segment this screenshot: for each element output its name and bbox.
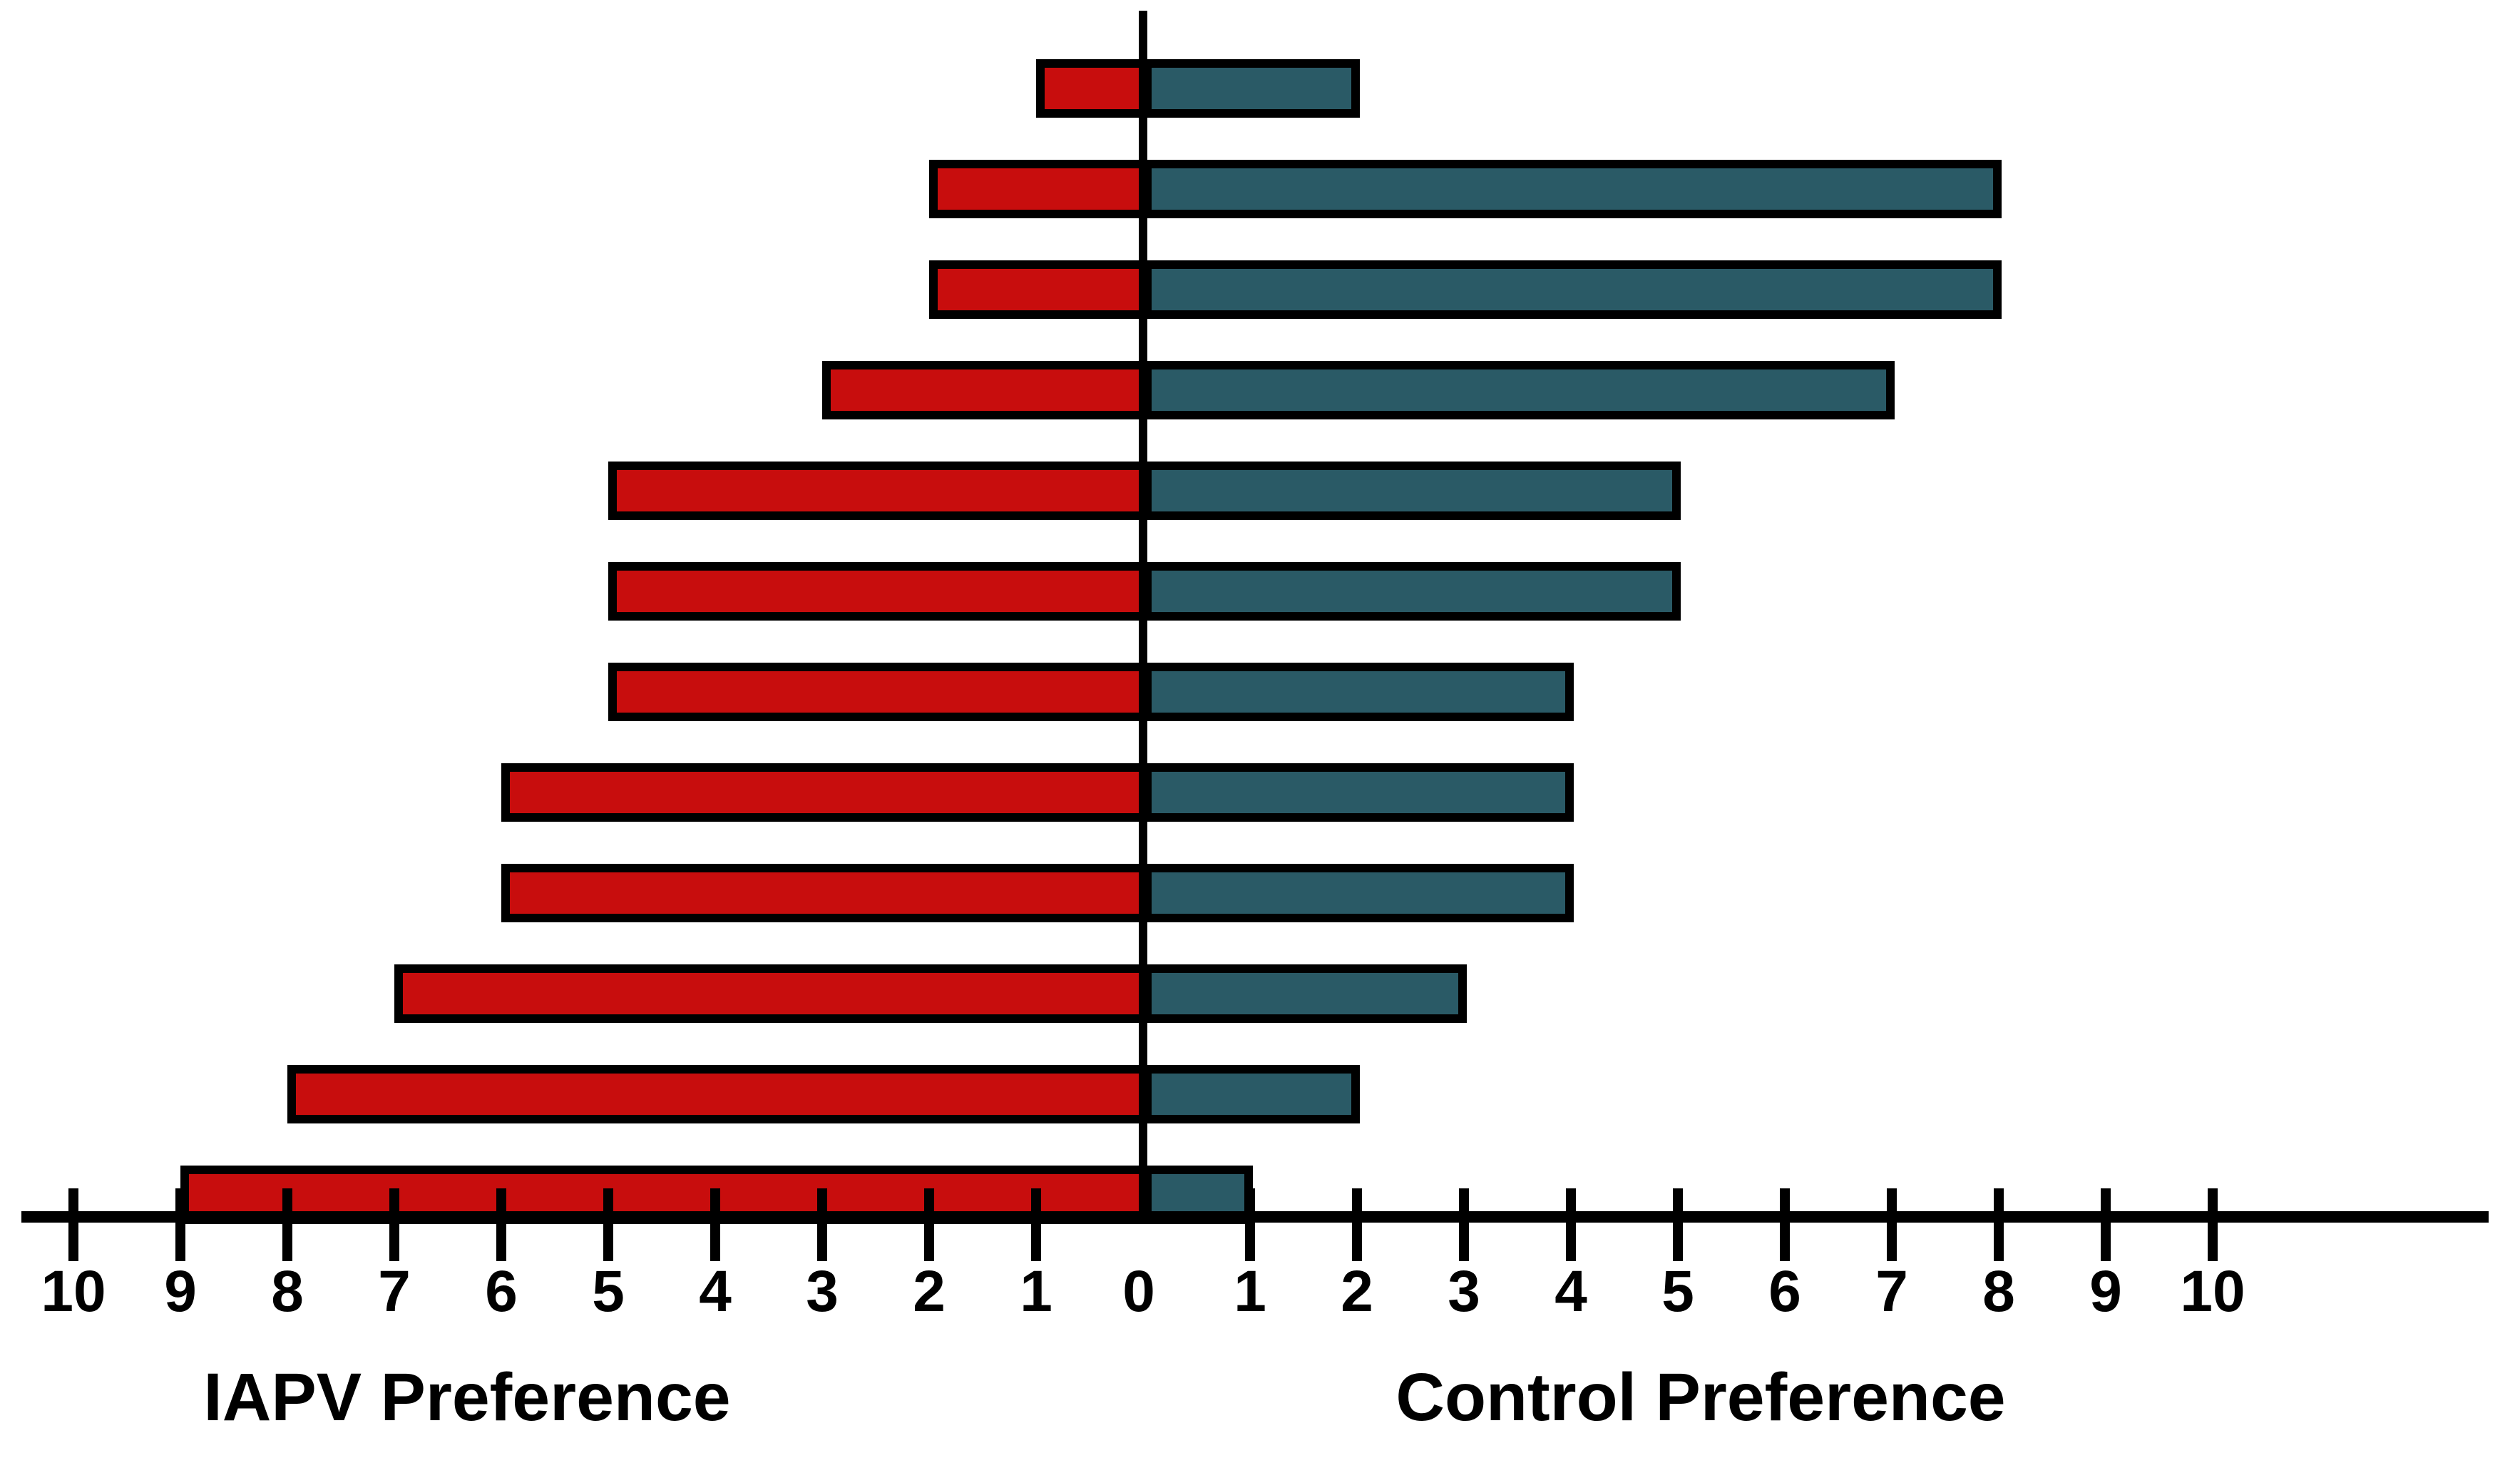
bar-control-row-7 — [1143, 663, 1574, 721]
x-axis-tick-left-4 — [710, 1188, 720, 1261]
bar-iapv-row-2 — [929, 160, 1149, 218]
bar-control-row-6 — [1143, 562, 1681, 621]
x-axis-tick-label-left-9: 9 — [164, 1259, 197, 1324]
x-axis-tick-label-zero: 0 — [1122, 1259, 1155, 1324]
bar-iapv-row-8 — [501, 763, 1149, 822]
x-axis-tick-right-6 — [1780, 1188, 1790, 1261]
x-axis-tick-label-right-2: 2 — [1341, 1259, 1373, 1324]
x-axis-tick-label-left-2: 2 — [913, 1259, 946, 1324]
x-axis-tick-left-8 — [282, 1188, 292, 1261]
x-axis-tick-right-9 — [2101, 1188, 2111, 1261]
x-axis-tick-label-right-7: 7 — [1875, 1259, 1908, 1324]
x-axis-tick-label-left-7: 7 — [378, 1259, 411, 1324]
x-axis-tick-left-5 — [603, 1188, 613, 1261]
bar-control-row-11 — [1143, 1065, 1360, 1123]
x-axis-tick-right-5 — [1673, 1188, 1683, 1261]
bar-control-row-3 — [1143, 260, 2002, 319]
x-axis-tick-label-right-9: 9 — [2089, 1259, 2122, 1324]
x-axis-tick-label-right-3: 3 — [1448, 1259, 1480, 1324]
x-axis-tick-right-2 — [1352, 1188, 1362, 1261]
x-axis-tick-right-1 — [1245, 1188, 1255, 1261]
x-axis-tick-label-left-6: 6 — [485, 1259, 518, 1324]
x-axis-tick-label-right-5: 5 — [1661, 1259, 1694, 1324]
bar-control-row-8 — [1143, 763, 1574, 822]
bar-iapv-row-5 — [608, 462, 1149, 520]
x-axis-tick-label-left-1: 1 — [1020, 1259, 1052, 1324]
x-axis-tick-label-right-6: 6 — [1768, 1259, 1801, 1324]
x-axis-tick-left-6 — [496, 1188, 506, 1261]
x-axis-tick-right-4 — [1566, 1188, 1576, 1261]
bar-iapv-row-6 — [608, 562, 1149, 621]
x-axis-tick-label-right-4: 4 — [1554, 1259, 1587, 1324]
bar-iapv-row-9 — [501, 864, 1149, 922]
zero-center-axis-line — [1139, 11, 1147, 1221]
x-axis-tick-left-1 — [1031, 1188, 1041, 1261]
x-axis-tick-label-right-1: 1 — [1234, 1259, 1266, 1324]
bar-control-row-4 — [1143, 361, 1895, 419]
x-axis-tick-right-10 — [2208, 1188, 2218, 1261]
axis-caption-iapv-preference: IAPV Preference — [203, 1360, 731, 1435]
x-axis-tick-left-7 — [389, 1188, 399, 1261]
bar-iapv-row-4 — [822, 361, 1149, 419]
bar-control-row-1 — [1143, 59, 1360, 118]
bar-control-row-10 — [1143, 964, 1467, 1023]
x-axis-tick-label-left-3: 3 — [806, 1259, 839, 1324]
x-axis-tick-label-left-10: 10 — [41, 1259, 106, 1324]
axis-caption-control-preference: Control Preference — [1395, 1360, 2006, 1435]
x-axis-tick-left-10 — [68, 1188, 78, 1261]
x-axis-tick-left-9 — [175, 1188, 185, 1261]
x-axis-line — [21, 1211, 2489, 1223]
bar-control-row-9 — [1143, 864, 1574, 922]
x-axis-tick-label-right-10: 10 — [2180, 1259, 2245, 1324]
bar-control-row-2 — [1143, 160, 2002, 218]
x-axis-tick-right-8 — [1994, 1188, 2004, 1261]
bar-control-row-5 — [1143, 462, 1681, 520]
bar-iapv-row-7 — [608, 663, 1149, 721]
bar-iapv-row-10 — [394, 964, 1149, 1023]
x-axis-tick-label-left-4: 4 — [699, 1259, 732, 1324]
bar-iapv-row-3 — [929, 260, 1149, 319]
bar-iapv-row-1 — [1036, 59, 1149, 118]
bar-iapv-row-11 — [287, 1065, 1149, 1123]
x-axis-tick-label-right-8: 8 — [1982, 1259, 2015, 1324]
x-axis-tick-right-7 — [1887, 1188, 1897, 1261]
x-axis-tick-label-left-5: 5 — [592, 1259, 625, 1324]
x-axis-tick-label-left-8: 8 — [271, 1259, 304, 1324]
x-axis-tick-right-3 — [1459, 1188, 1469, 1261]
x-axis-tick-left-3 — [817, 1188, 827, 1261]
x-axis-tick-left-2 — [924, 1188, 934, 1261]
